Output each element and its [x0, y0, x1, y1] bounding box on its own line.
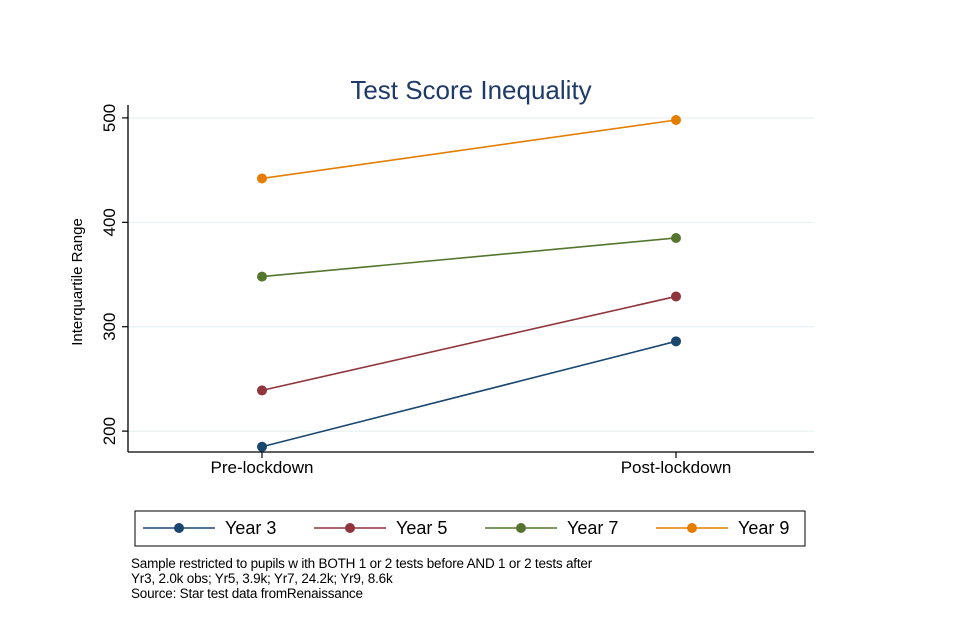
x-tick-label: Pre-lockdown — [211, 458, 314, 477]
legend-marker — [687, 523, 697, 533]
chart-title: Test Score Inequality — [350, 75, 591, 105]
series-year-7 — [257, 232, 681, 282]
legend-item: Year 7 — [485, 518, 618, 538]
data-point — [671, 232, 681, 243]
y-axis-label: Interquartile Range — [69, 218, 86, 346]
legend-item: Year 3 — [143, 518, 276, 538]
x-ticks: Pre-lockdown Post-lockdown — [211, 452, 732, 477]
legend-marker — [345, 523, 355, 533]
series-year-3 — [257, 336, 681, 452]
y-tick-label: 200 — [100, 417, 119, 445]
data-point — [671, 336, 681, 347]
data-point — [671, 291, 681, 302]
series-line — [261, 295, 677, 392]
y-ticks: 200 300 400 500 — [100, 104, 128, 445]
legend-marker — [174, 523, 184, 533]
data-point — [671, 115, 681, 125]
legend-item: Year 5 — [314, 518, 447, 538]
legend-item: Year 9 — [656, 518, 789, 538]
note-line: Yr3, 2.0k obs; Yr5, 3.9k; Yr7, 24.2k; Yr… — [131, 571, 393, 586]
data-point — [257, 271, 267, 282]
series-group — [257, 115, 681, 452]
legend-marker — [516, 523, 526, 533]
x-tick-label: Post-lockdown — [621, 458, 732, 477]
legend-label: Year 9 — [738, 518, 789, 538]
legend-label: Year 3 — [225, 518, 276, 538]
data-point — [257, 441, 267, 452]
data-point — [257, 385, 267, 396]
legend-label: Year 7 — [567, 518, 618, 538]
note-line: Source: Star test data fromRenaissance — [131, 586, 363, 601]
series-line — [261, 340, 677, 448]
gridlines — [128, 117, 814, 432]
series-line — [261, 237, 677, 278]
note-line: Sample restricted to pupils w ith BOTH 1… — [131, 556, 593, 571]
legend-label: Year 5 — [396, 518, 447, 538]
y-tick-label: 500 — [100, 104, 119, 132]
y-tick-label: 300 — [100, 313, 119, 341]
series-year-5 — [257, 291, 681, 396]
data-point — [257, 173, 267, 184]
series-year-9 — [257, 115, 681, 184]
series-line — [261, 119, 677, 180]
chart-notes: Sample restricted to pupils w ith BOTH 1… — [131, 556, 592, 601]
legend: Year 3 Year 5 Year 7 Year 9 — [143, 518, 789, 538]
y-tick-label: 400 — [100, 208, 119, 236]
